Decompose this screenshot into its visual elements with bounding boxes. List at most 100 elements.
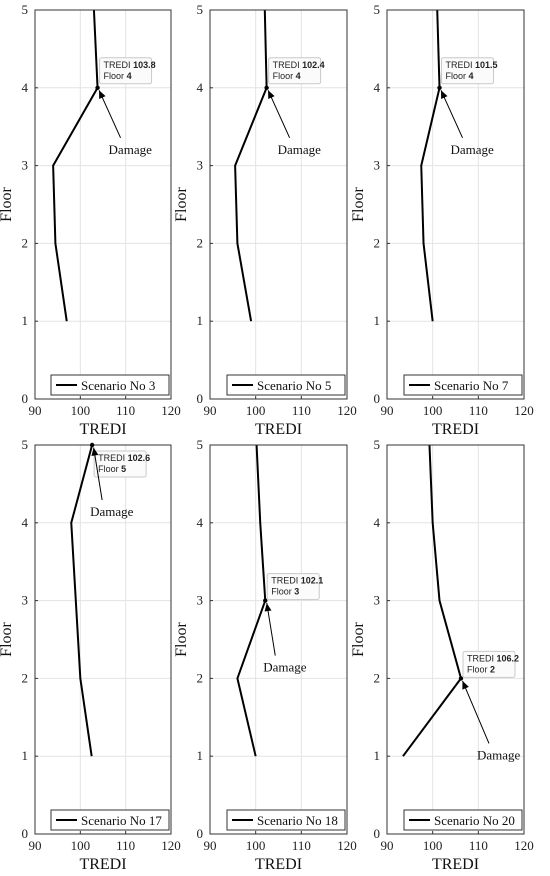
damage-arrow: [93, 447, 103, 501]
y-tick-label: 4: [22, 80, 29, 95]
x-tick-label: 100: [423, 838, 443, 853]
damage-arrow-head: [99, 90, 106, 100]
axes-box: [34, 444, 172, 835]
damage-annotation: Damage: [278, 142, 322, 157]
x-tick-label: 110: [292, 838, 311, 853]
axes-box: [386, 9, 525, 400]
y-tick-label: 3: [197, 593, 204, 608]
damage-arrow: [440, 90, 463, 139]
x-axis-label: TREDI: [255, 856, 302, 873]
x-tick-label: 90: [29, 838, 42, 853]
x-tick-label: 100: [71, 403, 91, 418]
datatip-value-line: TREDI 106.2: [467, 653, 519, 663]
chart-panel-3: 90 100 110 120 0 1 2 3 4 5 TREDI Floor Scenario No 7…: [350, 2, 534, 438]
damage-arrow-head: [268, 90, 275, 100]
datatip-value-line: TREDI 101.5: [446, 60, 498, 70]
datatip-marker: [95, 85, 100, 91]
x-tick-label: 90: [381, 838, 394, 853]
y-axis-label: Floor: [350, 621, 367, 656]
x-axis-label: TREDI: [432, 421, 479, 438]
damage-annotation: Damage: [263, 660, 307, 675]
x-tick-label: 120: [514, 403, 534, 418]
chart-panel-2: 90 100 110 120 0 1 2 3 4 5 TREDI Floor Scenario No 5…: [173, 2, 357, 438]
series-line: [52, 10, 99, 322]
datatip-box: [266, 573, 320, 601]
x-tick-label: 120: [337, 838, 357, 853]
y-tick-label: 5: [22, 437, 29, 452]
datatip-marker: [437, 85, 442, 91]
datatip-box: [462, 650, 516, 678]
datatip-floor-line: Floor 4: [104, 71, 132, 81]
y-tick-label: 4: [374, 515, 381, 530]
x-tick-label: 110: [469, 838, 488, 853]
y-tick-label: 4: [22, 515, 29, 530]
datatip-marker: [263, 598, 268, 603]
x-tick-label: 90: [29, 403, 42, 418]
datatip-floor-line: Floor 4: [273, 71, 301, 81]
legend-box: [226, 374, 346, 396]
y-axis-label: Floor: [173, 621, 190, 656]
x-axis-label: TREDI: [255, 421, 302, 438]
y-tick-label: 1: [374, 313, 381, 328]
x-tick-label: 100: [71, 838, 91, 853]
y-tick-label: 3: [22, 158, 29, 173]
axes-box: [209, 9, 348, 400]
y-tick-label: 0: [22, 826, 29, 841]
y-tick-label: 2: [197, 670, 204, 685]
x-tick-label: 120: [514, 838, 534, 853]
y-tick-label: 1: [22, 313, 29, 328]
damage-arrow: [462, 680, 490, 744]
y-tick-label: 2: [374, 670, 381, 685]
axes-box: [209, 444, 348, 835]
datatip-box: [93, 450, 147, 478]
datatip-box: [441, 57, 495, 85]
series-line: [234, 10, 268, 322]
y-tick-label: 1: [197, 313, 204, 328]
x-axis-label: TREDI: [79, 421, 126, 438]
y-tick-label: 1: [197, 748, 204, 763]
y-tick-label: 0: [197, 826, 204, 841]
y-tick-label: 1: [374, 748, 381, 763]
axes-box: [34, 9, 172, 400]
datatip-box: [268, 57, 322, 85]
legend-label: Scenario No 17: [81, 813, 162, 828]
damage-annotation: Damage: [90, 504, 134, 519]
y-tick-label: 0: [374, 826, 381, 841]
y-tick-label: 3: [374, 593, 381, 608]
y-axis-label: Floor: [350, 186, 367, 221]
datatip-floor-line: Floor 2: [467, 664, 495, 674]
chart-panel-4: 90 100 110 120 0 1 2 3 4 5 TREDI Floor Scenario No 1…: [0, 437, 181, 873]
x-tick-label: 90: [204, 403, 217, 418]
x-tick-label: 100: [423, 403, 443, 418]
series-line: [236, 445, 267, 757]
datatip-value-line: TREDI 102.4: [273, 60, 325, 70]
axes-box: [386, 444, 525, 835]
y-tick-label: 2: [22, 670, 29, 685]
damage-arrow-head: [91, 447, 99, 456]
series-line: [402, 445, 462, 757]
legend-box: [403, 809, 523, 831]
legend-label: Scenario No 5: [257, 378, 331, 393]
datatip-box: [99, 57, 153, 85]
x-tick-label: 120: [161, 838, 181, 853]
y-tick-label: 1: [22, 748, 29, 763]
x-tick-label: 110: [116, 838, 135, 853]
x-tick-label: 100: [246, 403, 266, 418]
y-tick-label: 3: [22, 593, 29, 608]
y-tick-label: 2: [22, 235, 29, 250]
x-tick-label: 90: [204, 838, 217, 853]
damage-arrow-head: [264, 603, 272, 612]
y-tick-label: 3: [197, 158, 204, 173]
x-tick-label: 110: [292, 403, 311, 418]
y-tick-label: 2: [374, 235, 381, 250]
datatip-marker: [264, 85, 269, 91]
datatip-floor-line: Floor 5: [98, 464, 126, 474]
y-tick-label: 0: [197, 391, 204, 406]
y-tick-label: 5: [374, 437, 381, 452]
y-tick-label: 4: [374, 80, 381, 95]
y-tick-label: 5: [197, 2, 204, 17]
y-tick-label: 4: [197, 80, 204, 95]
damage-annotation: Damage: [109, 142, 153, 157]
x-axis-label: TREDI: [432, 856, 479, 873]
